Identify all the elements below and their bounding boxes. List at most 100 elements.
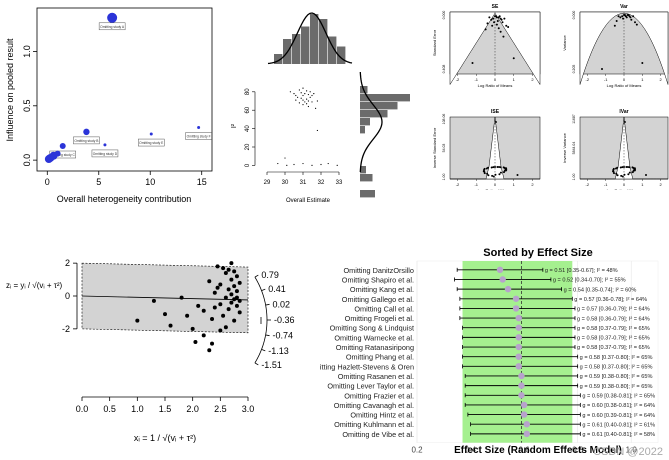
galbraith-arc-tick (261, 349, 266, 352)
gosh-ytick-label: 60 (245, 106, 251, 113)
gosh-point (277, 162, 279, 165)
funnel-point (490, 166, 493, 169)
galbraith-point (207, 348, 212, 353)
baujat-point-label: Omitting study E (139, 141, 164, 145)
gosh-plot-frame (258, 78, 358, 168)
funnel-ylabel: Standard Error (432, 29, 437, 56)
funnel-point (496, 166, 499, 169)
funnel-xtick-label: 1 (513, 77, 516, 82)
forest-row-label: Omitting Hintz et al. (350, 411, 414, 420)
gosh-point (295, 99, 297, 101)
forest-ci-band (462, 261, 573, 443)
funnel-point (630, 18, 633, 21)
galbraith-point (234, 274, 239, 279)
baujat-label-box (73, 136, 100, 145)
galbraith-xtick-label: 3.0 (242, 404, 255, 414)
galbraith-point (168, 323, 173, 328)
forest-row-label: Omitting Song & Lindquist (330, 324, 414, 333)
funnel-inner (579, 11, 669, 85)
funnel-point (494, 166, 496, 168)
forest-row-label: Omitting Rasanen et al. (338, 372, 414, 381)
funnel-point (490, 18, 493, 21)
forest-annotation: g = 0.51 [0.35-0.67]; I² = 48% (545, 268, 618, 274)
galbraith-arc-label: -0.74 (273, 331, 294, 341)
funnel-point (483, 172, 486, 175)
forest-row-label: Omitting DanitzOrsillo (343, 266, 414, 275)
gosh-point (302, 94, 304, 97)
gosh-hist-top-bar (337, 46, 346, 64)
forest-row-label: Omitting Call et al. (354, 304, 414, 313)
funnel-point (505, 24, 508, 27)
funnel-point (614, 167, 617, 170)
gosh-density-right (359, 71, 383, 173)
gosh-hist-right-bar (360, 174, 373, 182)
galbraith-point (135, 318, 140, 323)
galbraith-point (221, 313, 226, 318)
funnel-point (496, 20, 499, 22)
galbraith-xtick-label: 0.5 (103, 404, 116, 414)
funnel-xtick-label: 2 (660, 77, 663, 82)
galbraith-arc-tick (254, 274, 259, 278)
galbraith-point (232, 269, 237, 274)
funnel-ytick-label: 1.00 (572, 174, 576, 181)
funnel-point (486, 22, 489, 25)
forest-point (518, 382, 525, 389)
baujat-point-label: Omitting study C (51, 153, 76, 157)
galbraith-xtick-label: 1.0 (131, 404, 144, 414)
gosh-point (320, 163, 322, 166)
forest-point (518, 372, 525, 380)
forest-xlabel: Effect Size (Random Effects Model) (454, 445, 622, 456)
funnel-point (499, 166, 502, 169)
galbraith-xtick-label: 2.5 (214, 404, 227, 414)
forest-xtick-label: 0.8 (572, 446, 584, 455)
funnel-point (633, 168, 636, 171)
galbraith-arc-tick (254, 362, 259, 366)
funnel-ytick-label: 1.00 (442, 174, 446, 181)
funnel-point (634, 21, 636, 24)
forest-xtick-label: 1.0 (626, 446, 638, 455)
funnel-ytick-label: 11687 (572, 114, 576, 124)
galbraith-plot: -2 0 2 0.0 0.5 1.0 1.5 2.0 2.5 3.0 0.79 0.41 0.02 -0.… (6, 258, 295, 443)
funnel-point (613, 24, 616, 27)
baujat-ytick-label: 1.0 (22, 45, 32, 58)
funnel-ylabel: Inverse Standard Error (432, 127, 437, 168)
gosh-hist-top-bar (292, 34, 301, 64)
galbraith-point (215, 264, 220, 269)
baujat-plot-frame (36, 7, 213, 172)
funnel-point (645, 174, 647, 176)
funnel-point (625, 16, 628, 19)
galbraith-point (237, 310, 242, 315)
galbraith-arc-tick (261, 288, 266, 291)
gosh-ytick-label: 40 (245, 125, 251, 132)
baujat-xtick-label: 5 (96, 177, 101, 187)
galbraith-point (212, 290, 217, 295)
baujat-ytick-label: 0.0 (22, 154, 32, 167)
funnel-point (619, 16, 622, 19)
galbraith-xtick-label: 0.0 (76, 404, 89, 414)
gosh-hist-right-bar (360, 110, 388, 118)
funnel-point (626, 166, 629, 169)
funnel-point (488, 16, 491, 19)
galbraith-arc-label: -0.36 (274, 315, 295, 325)
funnel-point (502, 166, 505, 169)
galbraith-point (232, 318, 237, 323)
funnel-xtick-label: 1 (641, 77, 644, 82)
gosh-point (327, 162, 329, 165)
galbraith-point (151, 298, 156, 303)
funnel-point (493, 21, 496, 24)
funnel-point (507, 26, 510, 28)
forest-row-label: Omitting Warnecke et al. (334, 333, 414, 342)
forest-point (523, 421, 530, 428)
funnel-point (491, 24, 494, 27)
gosh-point (307, 100, 309, 102)
baujat-point (83, 128, 90, 136)
funnel-xtick-label: -1 (604, 182, 608, 187)
funnel-point (516, 174, 519, 176)
gosh-hist-right-bar (360, 166, 366, 174)
galbraith-xtick-label: 2.0 (186, 404, 199, 414)
funnel-plots: SE -2 -1 0 1 2 Log Ratio of Means Standard Erro… (432, 4, 669, 190)
gosh-point (304, 93, 306, 95)
funnel-point (623, 173, 626, 176)
funnel-point (494, 121, 497, 123)
gosh-hist-right-bar (360, 118, 370, 126)
